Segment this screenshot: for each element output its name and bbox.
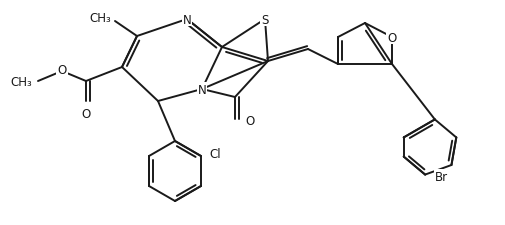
- Text: O: O: [387, 31, 396, 44]
- Text: CH₃: CH₃: [89, 11, 111, 24]
- Text: N: N: [183, 14, 191, 26]
- Text: Cl: Cl: [209, 148, 221, 161]
- Text: CH₃: CH₃: [10, 76, 32, 89]
- Text: Br: Br: [435, 170, 448, 183]
- Text: O: O: [245, 115, 254, 128]
- Text: S: S: [261, 14, 269, 26]
- Text: O: O: [81, 108, 90, 120]
- Text: O: O: [58, 63, 67, 76]
- Text: N: N: [197, 83, 207, 96]
